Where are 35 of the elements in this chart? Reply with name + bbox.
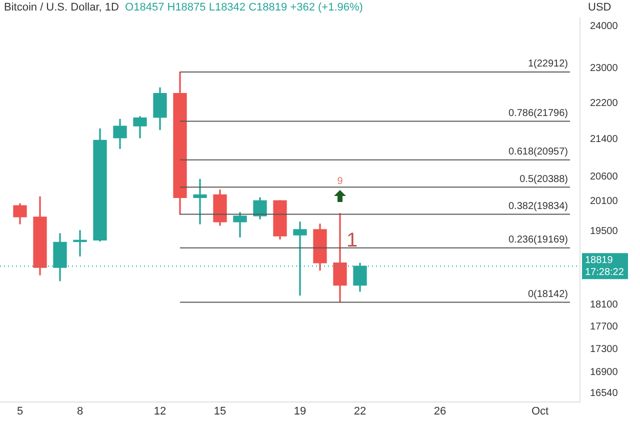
ref-line-label: 0.786(21796) <box>508 108 568 119</box>
y-tick-label: 16540 <box>590 388 618 400</box>
ref-line-label: 0.5(20388) <box>520 174 568 185</box>
ref-line-label: 0.382(19834) <box>508 201 568 212</box>
y-tick-label: 17300 <box>590 344 618 355</box>
x-tick-label: Oct <box>531 405 549 418</box>
y-tick-label: 20600 <box>590 172 618 183</box>
ref-line-label: 0(18142) <box>528 288 568 300</box>
y-tick-label: 16900 <box>590 366 618 378</box>
ref-line-label: 0.236(19169) <box>508 234 568 246</box>
ref-line-label: 0.618(20957) <box>508 146 568 158</box>
x-tick-label: 19 <box>294 405 306 418</box>
x-tick-label: 8 <box>76 405 84 418</box>
chart-title: Bitcoin / U.S. Dollar, 1D <box>4 2 119 14</box>
annotation: 9 <box>337 176 344 188</box>
annotation: 1 <box>346 230 358 252</box>
y-tick-label: 21400 <box>590 134 618 146</box>
y-tick-label: 23000 <box>590 62 618 74</box>
x-tick-label: 5 <box>16 405 24 418</box>
y-tick-label: 19500 <box>590 226 618 237</box>
ref-line-label: 18819 17:28:22 <box>585 254 624 278</box>
candlestick <box>193 178 207 224</box>
y-tick-label: 18100 <box>590 299 618 310</box>
x-tick-label: 22 <box>354 405 366 418</box>
y-tick-label: 24000 <box>590 20 618 32</box>
y-axis-title: USD <box>588 2 612 14</box>
candlestick <box>73 230 87 256</box>
chart-subtitle: O18457 H18875 L18342 C18819 +362 (+1.96%) <box>125 2 363 14</box>
ref-line-label: 1(22912) <box>528 58 568 70</box>
y-tick-label: 17700 <box>590 321 618 332</box>
x-tick-label: 26 <box>434 405 446 418</box>
x-tick-label: 12 <box>154 405 166 418</box>
y-tick-label: 22200 <box>590 98 618 109</box>
x-tick-label: 15 <box>214 405 226 418</box>
y-tick-label: 20100 <box>590 196 618 207</box>
